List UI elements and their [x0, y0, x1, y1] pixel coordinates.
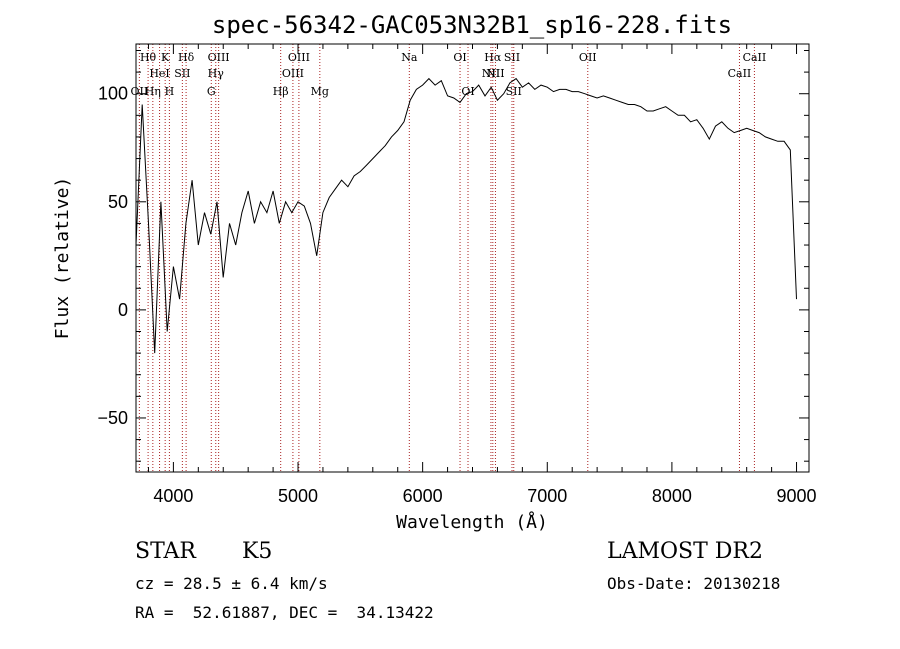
- chart-title: spec-56342-GAC053N32B1_sp16-228.fits: [212, 11, 732, 39]
- line-label: SII: [504, 51, 520, 64]
- x-tick-label: 6000: [403, 486, 443, 506]
- line-label: NII: [486, 67, 504, 80]
- line-label: SII: [174, 67, 190, 80]
- spectrum-line: [135, 77, 797, 354]
- x-tick-label: 4000: [153, 486, 193, 506]
- line-label: OIII: [288, 51, 310, 64]
- redshift-cz: cz = 28.5 ± 6.4 km/s: [135, 574, 328, 593]
- obs-date: Obs-Date: 20130218: [607, 574, 781, 593]
- x-tick-label: 5000: [278, 486, 318, 506]
- line-label: Hγ: [208, 67, 225, 80]
- line-label: OI: [461, 85, 474, 98]
- axis-ticks: [136, 44, 809, 472]
- line-label: HeI: [149, 67, 169, 80]
- line-label: G: [207, 85, 216, 98]
- x-axis-label: Wavelength (Å): [396, 511, 548, 533]
- line-label: K: [161, 51, 170, 64]
- x-tick-label: 9000: [777, 486, 817, 506]
- line-label: OII: [131, 85, 149, 98]
- line-label: CaII: [743, 51, 767, 64]
- x-tick-label: 8000: [652, 486, 692, 506]
- line-label: OI: [453, 51, 466, 64]
- line-label: CaII: [728, 67, 752, 80]
- line-label: Hβ: [273, 85, 289, 98]
- line-label: SII: [506, 85, 522, 98]
- line-label: Mg: [311, 85, 329, 98]
- line-label: Hη: [145, 85, 161, 98]
- line-label: Hδ: [178, 51, 195, 64]
- plot-frame: [135, 43, 810, 473]
- y-tick-label: −50: [97, 408, 128, 428]
- line-label: OIII: [208, 51, 230, 64]
- x-tick-label: 7000: [527, 486, 567, 506]
- line-label: Hα: [484, 51, 502, 64]
- line-label: Hθ: [140, 51, 157, 64]
- y-tick-label: 100: [98, 84, 128, 104]
- survey-name: LAMOST DR2: [607, 539, 763, 564]
- line-label: NII: [482, 67, 500, 80]
- line-label: OII: [579, 51, 597, 64]
- y-tick-label: 0: [118, 300, 128, 320]
- subclass: K5: [242, 539, 273, 564]
- spectrum: [135, 77, 797, 354]
- y-axis-label: Flux (relative): [52, 177, 73, 340]
- coordinates: RA = 52.61887, DEC = 34.13422: [135, 603, 434, 622]
- line-label: OIII: [282, 67, 304, 80]
- axis-tick-labels: 4000 5000 6000 7000 8000 9000 −50 0 50 100: [97, 84, 816, 506]
- object-class: STAR: [135, 539, 196, 564]
- line-label: H: [165, 85, 175, 98]
- y-tick-label: 50: [108, 192, 128, 212]
- line-label: Na: [401, 51, 418, 64]
